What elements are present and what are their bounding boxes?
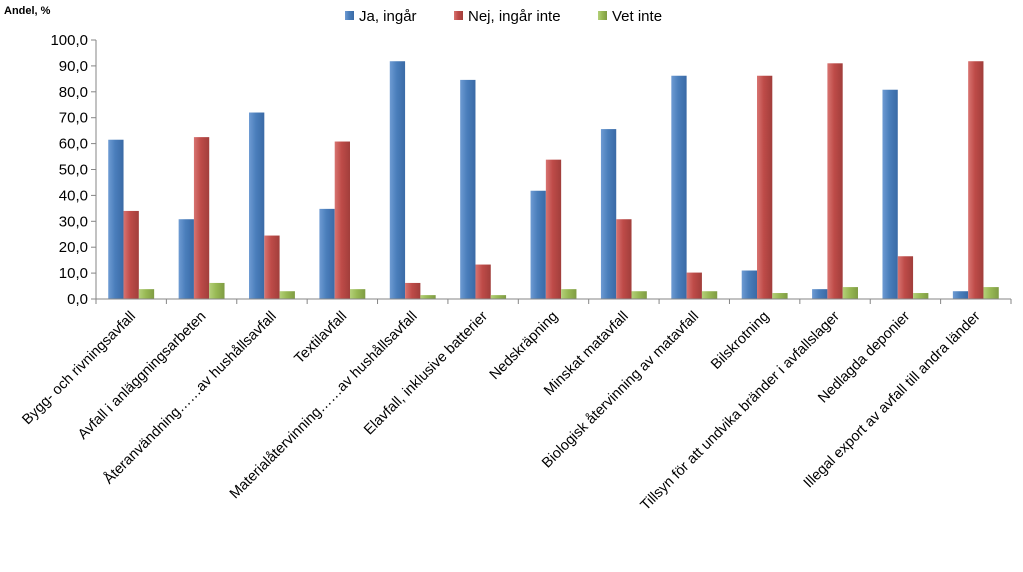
bar	[968, 61, 984, 299]
bar	[701, 291, 718, 299]
bar	[913, 293, 929, 299]
bar	[178, 219, 194, 299]
bar	[389, 61, 406, 299]
bar	[138, 289, 155, 299]
bar	[123, 210, 139, 299]
bars	[108, 61, 999, 300]
legend-label: Ja, ingår	[359, 8, 417, 25]
y-tick-label: 0,0	[67, 291, 88, 308]
y-tick-label: 50,0	[59, 162, 88, 179]
bar	[475, 264, 491, 299]
y-tick-label: 90,0	[59, 58, 88, 75]
y-tick-label: 20,0	[59, 239, 88, 256]
bar	[741, 270, 757, 299]
bar	[772, 293, 788, 299]
bar	[757, 75, 773, 300]
bar	[108, 139, 124, 299]
y-tick-label: 80,0	[59, 84, 88, 101]
legend: Ja, ingår Nej, ingår inte Vet inte	[345, 8, 662, 25]
y-tick-label: 40,0	[59, 187, 88, 204]
bar	[319, 208, 335, 299]
bar	[686, 272, 702, 299]
x-category-label: Biologisk återvinning av matavfall	[539, 309, 702, 472]
y-tick-label: 10,0	[59, 265, 88, 282]
bar	[209, 282, 225, 299]
bar	[420, 295, 436, 299]
x-category-label: Avfall i anläggningsarbeten	[75, 309, 209, 443]
legend-label: Vet inte	[612, 8, 662, 25]
legend-label: Nej, ingår inte	[468, 8, 561, 25]
bar	[545, 159, 562, 299]
bar	[600, 129, 617, 299]
x-category-label: Bygg- och rivningsavfall	[19, 309, 139, 429]
bar	[882, 89, 898, 299]
y-tick-label: 100,0	[50, 32, 88, 49]
y-axis-title: Andel, %	[4, 5, 51, 17]
x-category-label: Bilskrotning	[708, 309, 772, 373]
bar	[249, 112, 265, 300]
bar	[193, 137, 210, 300]
bar	[812, 289, 828, 299]
legend-swatch	[345, 11, 354, 20]
bar	[983, 287, 999, 299]
x-category-label: Nedskräpning	[487, 309, 562, 384]
bar	[671, 75, 687, 300]
bar	[842, 287, 858, 299]
legend-swatch	[598, 11, 607, 20]
bar	[350, 289, 366, 299]
bar	[490, 295, 507, 299]
bar	[530, 190, 546, 299]
x-category-label: Elavfall, inklusive batterier	[361, 308, 491, 438]
x-category-label: Textilavfall	[292, 309, 351, 368]
bar	[561, 289, 577, 299]
bar	[405, 282, 421, 299]
bar	[279, 291, 295, 299]
y-tick-label: 30,0	[59, 213, 88, 230]
bar	[334, 141, 350, 299]
bar	[631, 291, 647, 299]
bar	[952, 291, 969, 299]
y-tick-label: 60,0	[59, 136, 88, 153]
legend-swatch	[454, 11, 463, 20]
bar	[616, 219, 632, 299]
bar	[897, 256, 914, 299]
y-tick-label: 70,0	[59, 110, 88, 127]
bar	[460, 79, 476, 299]
bar	[827, 63, 843, 300]
bar	[264, 235, 280, 299]
y-axis: 0,0 10,0 20,0 30,0 40,0 50,0 60,0 70,0 80,0 90,0 1…	[50, 32, 97, 308]
